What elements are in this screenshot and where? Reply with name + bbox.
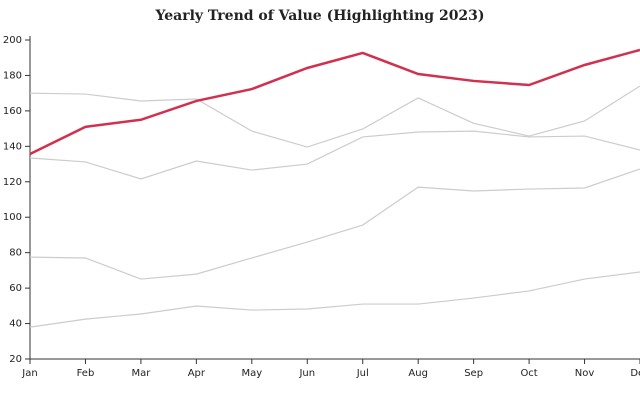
highlight-line	[29, 48, 640, 156]
y-tick-label: 160	[3, 106, 22, 117]
y-tick-label: 180	[3, 70, 22, 81]
x-tick-label: Mar	[131, 368, 151, 379]
x-tick-label: Apr	[188, 368, 206, 379]
x-tick-label: Dec	[630, 368, 640, 379]
x-tick-label: Sep	[464, 368, 483, 379]
x-tick-label: Jun	[298, 368, 315, 379]
y-tick-label: 60	[9, 283, 22, 294]
y-tick-label: 80	[9, 248, 22, 259]
y-tick-label: 40	[9, 319, 22, 330]
line	[29, 130, 640, 180]
x-tick-label: May	[241, 368, 262, 379]
x-tick-label: Jul	[356, 368, 369, 379]
x-tick-label: Feb	[77, 368, 95, 379]
x-tick-label: Aug	[408, 368, 428, 379]
chart-title: Yearly Trend of Value (Highlighting 2023…	[154, 8, 484, 24]
y-tick-label: 200	[3, 35, 22, 46]
line	[29, 85, 640, 148]
x-tick-label: Nov	[575, 368, 595, 379]
x-tick-label: Oct	[520, 368, 537, 379]
y-tick-label: 140	[3, 141, 22, 152]
line	[29, 168, 640, 280]
x-tick-label: Jan	[21, 368, 37, 379]
y-tick-label: 100	[3, 212, 22, 223]
y-tick-label: 20	[9, 354, 22, 365]
y-tick-label: 120	[3, 177, 22, 188]
line	[29, 271, 640, 328]
